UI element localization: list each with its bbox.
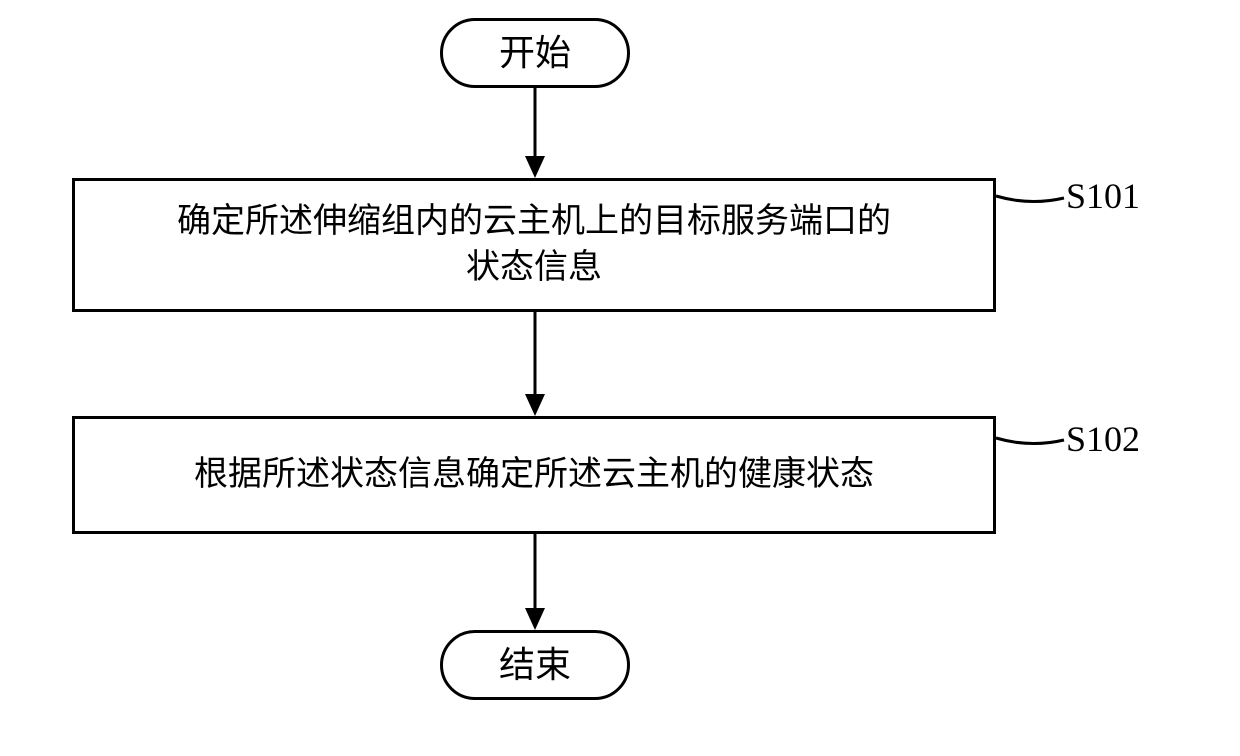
start-terminal: 开始 <box>440 18 630 88</box>
step-label-s101-text: S101 <box>1066 176 1140 216</box>
process-s102-text: 根据所述状态信息确定所述云主机的健康状态 <box>194 452 874 498</box>
flowchart-canvas: 开始 确定所述伸缩组内的云主机上的目标服务端口的状态信息 根据所述状态信息确定所… <box>0 0 1240 756</box>
process-s101-text: 确定所述伸缩组内的云主机上的目标服务端口的状态信息 <box>177 199 891 291</box>
start-text: 开始 <box>499 29 571 78</box>
end-text: 结束 <box>499 641 571 690</box>
end-terminal: 结束 <box>440 630 630 700</box>
step-label-s101: S101 <box>1066 175 1140 217</box>
process-s101: 确定所述伸缩组内的云主机上的目标服务端口的状态信息 <box>72 178 996 312</box>
step-label-s102-text: S102 <box>1066 419 1140 459</box>
step-label-s102: S102 <box>1066 418 1140 460</box>
process-s102: 根据所述状态信息确定所述云主机的健康状态 <box>72 416 996 534</box>
